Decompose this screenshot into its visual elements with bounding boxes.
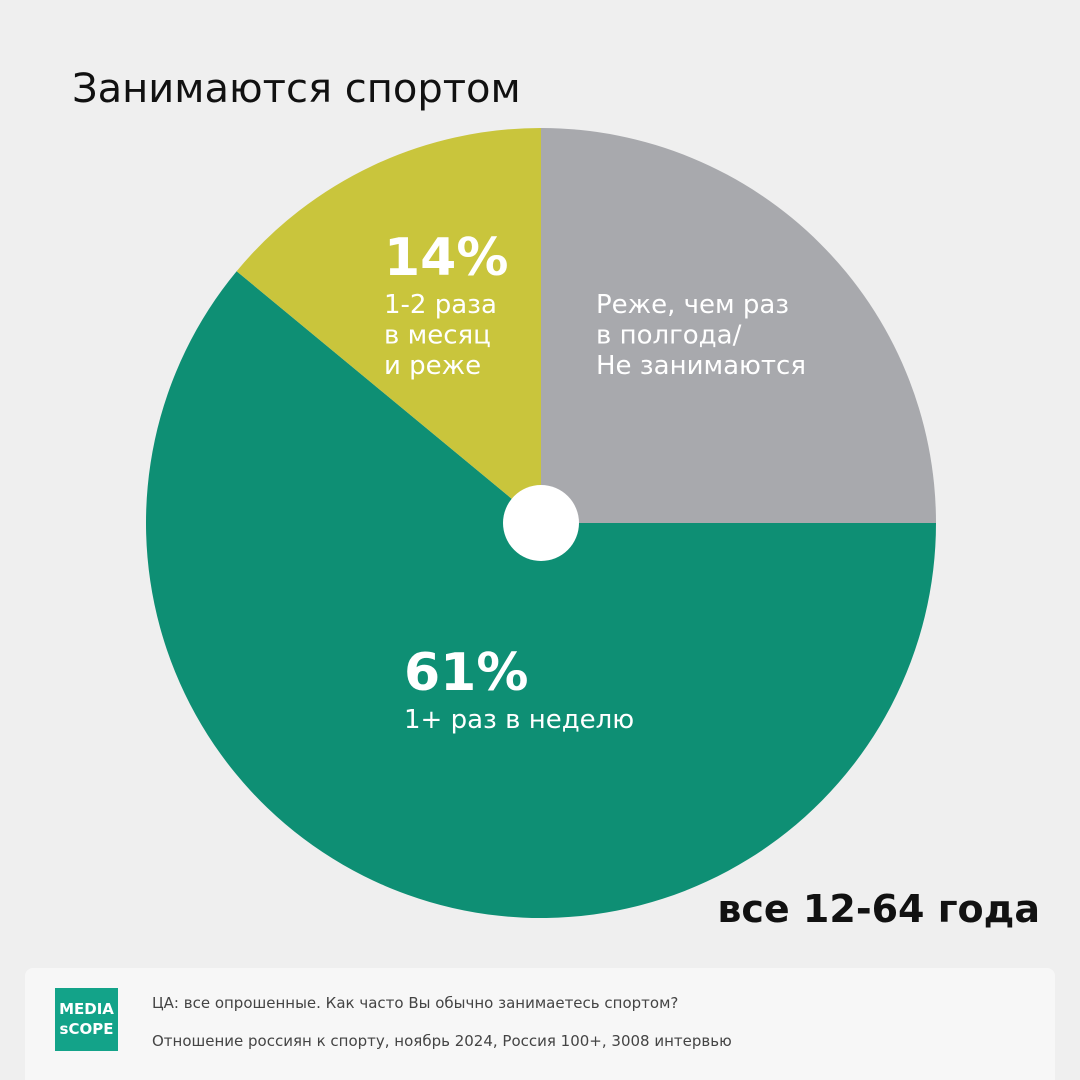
footer-note: ЦА: все опрошенные. Как часто Вы обычно … <box>152 994 678 1012</box>
logo-text: MEDIA <box>59 1000 114 1018</box>
category-label: 1-2 раза в месяц и реже <box>384 290 497 381</box>
logo-text: sCOPE <box>60 1020 114 1038</box>
pie-slice <box>146 271 936 918</box>
category-label: Реже, чем раз в полгода/Не занимаются <box>596 290 806 381</box>
chart-subtitle: все 12-64 года <box>717 887 1040 931</box>
pie-slice <box>236 128 541 523</box>
data-label: 61% <box>404 643 528 703</box>
footer-note: Отношение россиян к спорту, ноябрь 2024,… <box>152 1032 732 1050</box>
pie-slice <box>541 128 936 523</box>
pie <box>146 128 936 918</box>
center-hole <box>503 485 579 561</box>
chart-title: Занимаются спортом <box>72 66 521 112</box>
logo <box>55 988 118 1051</box>
footer-card <box>25 968 1055 1080</box>
data-label: 14% <box>384 228 508 288</box>
category-label: 1+ раз в неделю <box>404 705 634 735</box>
